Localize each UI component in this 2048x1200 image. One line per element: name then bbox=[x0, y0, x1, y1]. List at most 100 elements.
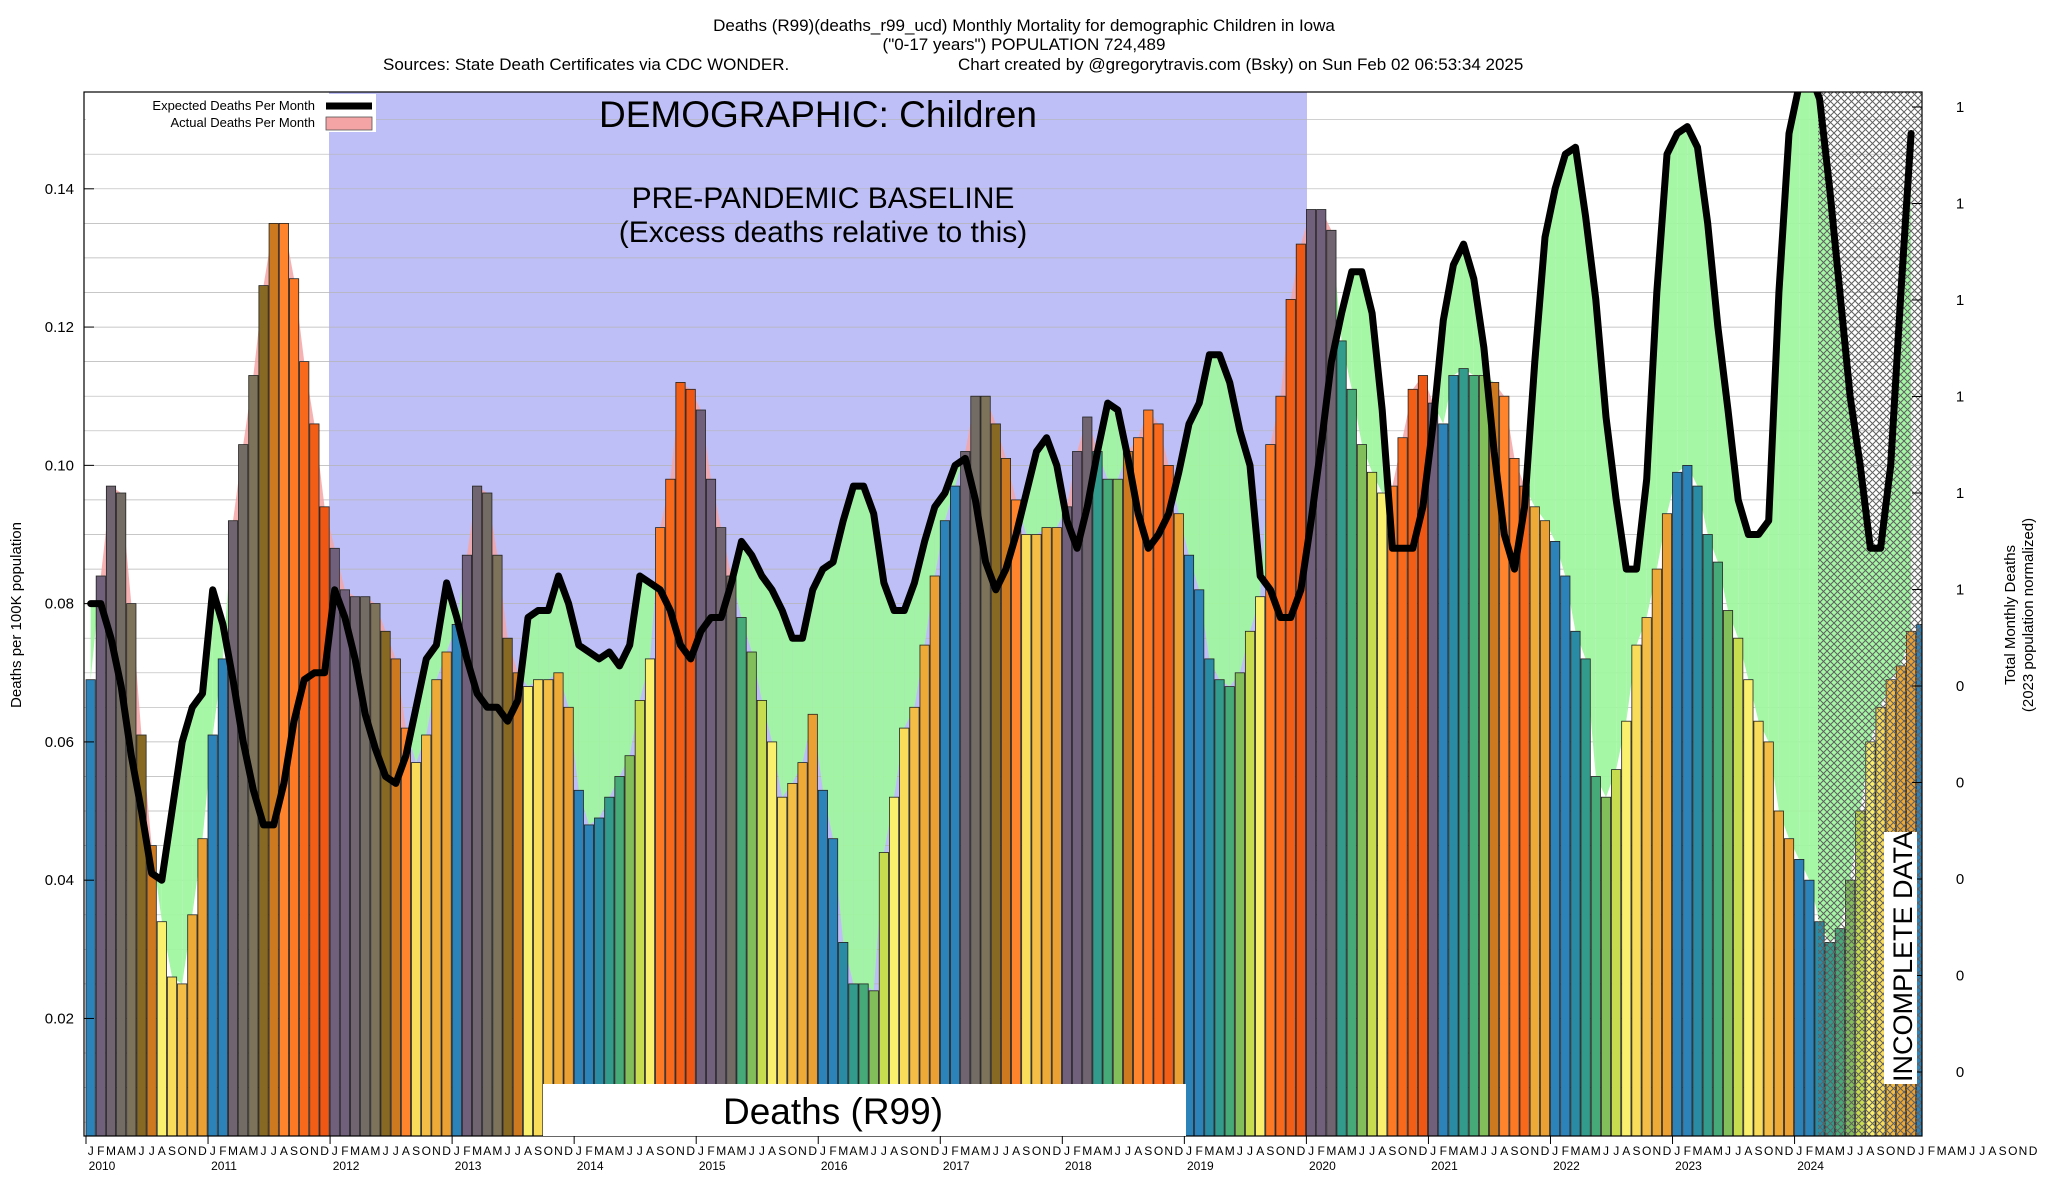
month-tick-label: N bbox=[1775, 1144, 1784, 1158]
excess-segment bbox=[1758, 520, 1769, 742]
month-tick-label: J bbox=[505, 1144, 511, 1158]
month-tick-label: A bbox=[1134, 1144, 1142, 1158]
excess-segment bbox=[609, 652, 620, 798]
excess-segment bbox=[1748, 534, 1759, 722]
y-axis-label-right: Total Monthly Deaths bbox=[2002, 545, 2019, 685]
month-tick-label: J bbox=[1430, 1144, 1436, 1158]
month-tick-label: D bbox=[686, 1144, 695, 1158]
excess-segment bbox=[1728, 410, 1739, 639]
actual-bar bbox=[787, 783, 798, 1136]
right-tick-label: 0 bbox=[1956, 678, 1964, 695]
month-tick-label: O bbox=[1642, 1144, 1651, 1158]
month-tick-label: A bbox=[1500, 1144, 1508, 1158]
actual-bar bbox=[1021, 534, 1032, 1136]
actual-bar bbox=[1407, 388, 1418, 1136]
excess-segment bbox=[578, 645, 589, 825]
excess-segment bbox=[1209, 354, 1220, 680]
actual-bar bbox=[350, 596, 361, 1136]
excess-segment bbox=[1789, 92, 1800, 860]
actual-bar bbox=[543, 679, 554, 1136]
actual-bar bbox=[431, 679, 442, 1136]
actual-bar bbox=[1356, 444, 1367, 1136]
excess-segment bbox=[1453, 244, 1464, 376]
actual-bar bbox=[1031, 534, 1042, 1136]
actual-bar bbox=[1631, 644, 1642, 1136]
month-tick-label: J bbox=[881, 1144, 887, 1158]
actual-bar bbox=[512, 672, 523, 1136]
month-tick-label: S bbox=[1632, 1144, 1640, 1158]
month-tick-label: F bbox=[341, 1144, 348, 1158]
month-tick-label: O bbox=[2008, 1144, 2017, 1158]
month-tick-label: O bbox=[422, 1144, 431, 1158]
chart-title: Deaths (R99)(deaths_r99_ucd) Monthly Mor… bbox=[713, 16, 1335, 35]
month-tick-label: D bbox=[198, 1144, 207, 1158]
month-tick-label: M bbox=[370, 1144, 380, 1158]
incomplete-data-label: INCOMPLETE DATA bbox=[1888, 831, 1918, 1082]
actual-bar bbox=[105, 485, 117, 1136]
month-tick-label: O bbox=[300, 1144, 309, 1158]
actual-bar bbox=[1468, 375, 1479, 1136]
left-tick-label: 0.02 bbox=[45, 1010, 74, 1027]
excess-segment bbox=[1229, 382, 1240, 687]
month-tick-label: M bbox=[492, 1144, 502, 1158]
month-tick-label: M bbox=[1103, 1144, 1113, 1158]
month-tick-label: D bbox=[1785, 1144, 1794, 1158]
actual-bar bbox=[197, 838, 208, 1136]
month-tick-label: M bbox=[350, 1144, 360, 1158]
actual-bar bbox=[146, 845, 157, 1136]
actual-bar bbox=[1112, 478, 1123, 1136]
actual-bar bbox=[1672, 471, 1683, 1136]
actual-bar bbox=[1529, 506, 1540, 1136]
actual-bar bbox=[268, 222, 279, 1136]
actual-bar bbox=[1265, 444, 1276, 1136]
actual-bar bbox=[899, 727, 910, 1136]
actual-bar bbox=[980, 395, 991, 1136]
month-tick-label: D bbox=[1419, 1144, 1428, 1158]
month-tick-label: A bbox=[1215, 1144, 1223, 1158]
actual-bar bbox=[472, 485, 483, 1136]
month-tick-label: J bbox=[1064, 1144, 1070, 1158]
month-tick-label: J bbox=[1735, 1144, 1741, 1158]
actual-bar bbox=[187, 914, 198, 1136]
excess-segment bbox=[1952, 645, 1962, 680]
month-tick-label: M bbox=[1713, 1144, 1723, 1158]
actual-bar bbox=[950, 485, 961, 1136]
actual-bar bbox=[1722, 610, 1734, 1136]
actual-bar bbox=[1947, 645, 1956, 1136]
excess-segment bbox=[1799, 92, 1810, 881]
month-tick-label: O bbox=[1276, 1144, 1285, 1158]
excess-segment bbox=[90, 575, 101, 680]
actual-bar bbox=[1041, 527, 1052, 1136]
month-tick-label: S bbox=[1510, 1144, 1518, 1158]
excess-segment bbox=[812, 569, 823, 791]
demographic-label: DEMOGRAPHIC: Children bbox=[599, 94, 1037, 135]
actual-bar bbox=[1550, 541, 1561, 1136]
actual-bar bbox=[705, 478, 717, 1136]
month-tick-label: N bbox=[1652, 1144, 1661, 1158]
actual-bar bbox=[828, 838, 839, 1136]
actual-bar bbox=[604, 796, 615, 1136]
actual-bar bbox=[1224, 686, 1235, 1136]
actual-bar bbox=[400, 727, 411, 1136]
excess-segment bbox=[894, 610, 905, 798]
month-tick-label: O bbox=[1886, 1144, 1895, 1158]
actual-bar bbox=[848, 983, 859, 1136]
baseline-label: PRE-PANDEMIC BASELINE bbox=[632, 182, 1015, 215]
excess-segment bbox=[1575, 147, 1586, 659]
actual-bar bbox=[939, 520, 950, 1136]
month-tick-label: N bbox=[188, 1144, 197, 1158]
actual-bar bbox=[1285, 298, 1296, 1136]
right-tick-label: 1 bbox=[1956, 292, 1964, 309]
month-tick-label: J bbox=[576, 1144, 582, 1158]
month-tick-label: N bbox=[554, 1144, 563, 1158]
month-tick-label: F bbox=[1196, 1144, 1203, 1158]
actual-bar bbox=[1651, 568, 1662, 1136]
month-tick-label: M bbox=[838, 1144, 848, 1158]
incomplete-label-box bbox=[1884, 832, 1917, 1084]
year-tick-label: 2024 bbox=[1797, 1159, 1824, 1173]
actual-bar bbox=[929, 575, 940, 1136]
baseline-sublabel: (Excess deaths relative to this) bbox=[619, 216, 1028, 249]
actual-bar bbox=[1560, 575, 1571, 1136]
month-tick-label: J bbox=[332, 1144, 338, 1158]
excess-segment bbox=[1982, 832, 1992, 880]
